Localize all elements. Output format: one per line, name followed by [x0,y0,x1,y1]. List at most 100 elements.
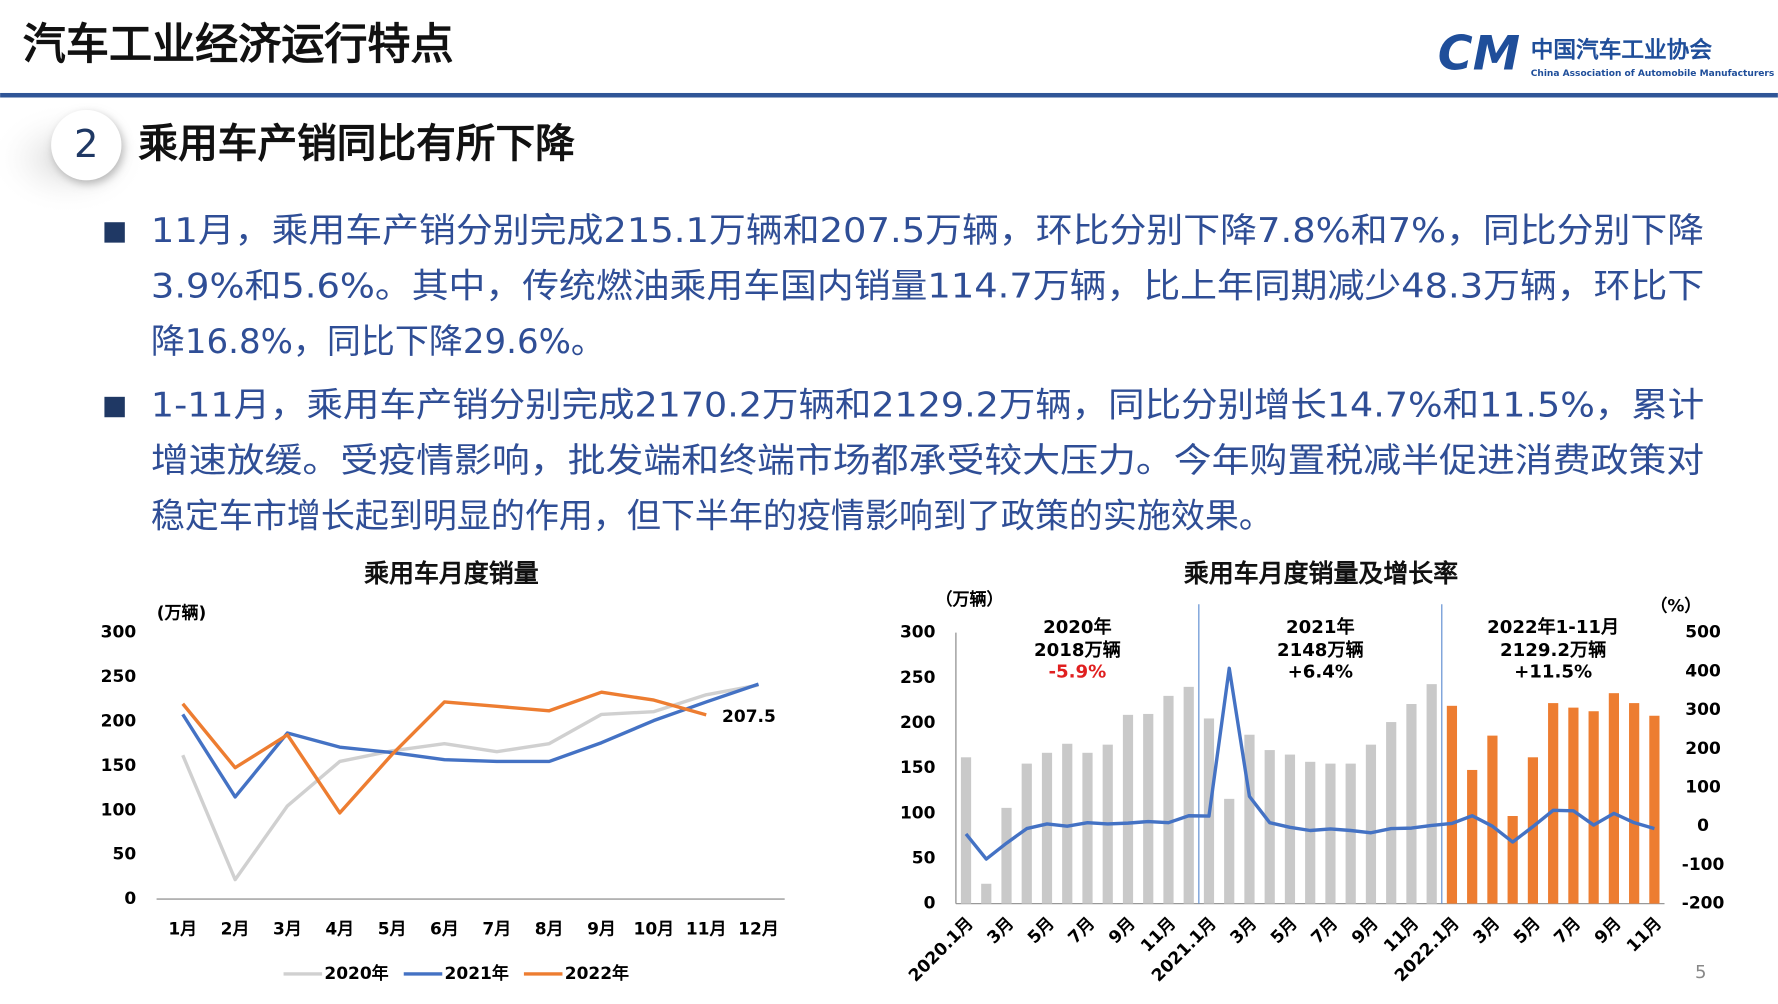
annotation-growth: -5.9% [1048,661,1106,682]
chart-title: 乘用车月度销量及增长率 [1184,559,1458,588]
bar [1122,714,1134,904]
legend-label: 2021年 [445,963,509,984]
annotation-title: 2022年1-11月 [1487,616,1619,638]
y-tick-label: 100 [900,803,936,823]
y-tick-label: 200 [101,711,137,731]
logo-en: China Association of Automobile Manufact… [1531,69,1775,79]
bar [1446,705,1458,904]
bar [1183,686,1194,904]
bar [1487,735,1498,904]
y-unit: (万辆) [157,602,207,623]
page-number: 5 [1695,962,1707,983]
bar [1608,693,1619,904]
bar [1143,713,1154,904]
bar [1507,816,1518,904]
bar [1244,734,1255,904]
y2-tick-label: 400 [1685,661,1721,681]
series-line [181,683,759,882]
bar [1305,761,1316,904]
bar [1527,757,1539,904]
x-tick-label: 5月 [378,920,407,940]
bar [1426,684,1437,904]
bullet-line: 降16.8%，同比下降29.6%。 [151,322,605,362]
bar [1325,763,1336,904]
y-tick-label: 0 [124,889,136,909]
bar [1649,715,1660,904]
y2-tick-label: 200 [1685,739,1721,759]
bar [1224,798,1235,904]
bar [1345,763,1356,904]
annotation-total: 2018万辆 [1034,639,1121,661]
y-tick-label: 250 [101,667,137,687]
bar [1467,769,1478,904]
y-tick-label: 300 [900,623,936,643]
x-tick-label: 12月 [738,920,779,940]
bar [960,757,972,904]
x-tick-label: 10月 [633,920,674,940]
bar [1284,754,1296,904]
y2-tick-label: -100 [1682,855,1725,875]
y-tick-label: 200 [900,713,936,733]
annotation-title: 2020年 [1043,616,1112,638]
header-rule [0,92,1778,98]
series-line [964,666,1655,861]
y2-tick-label: 500 [1685,623,1721,643]
bar [1548,703,1559,904]
bullets: 11月，乘用车产销分别完成215.1万辆和207.5万辆，环比分别下降7.8%和… [104,211,1704,537]
x-tick-label: 1月 [168,920,197,940]
y-tick-label: 150 [101,756,137,776]
x-tick-label: 6月 [430,920,459,940]
y2-unit: （%） [1650,596,1701,617]
bar [1568,707,1579,904]
annotation-total: 2129.2万辆 [1500,639,1606,661]
bar [1041,752,1053,904]
legend-label: 2022年 [565,963,629,984]
bullet-line: 3.9%和5.6%。其中，传统燃油乘用车国内销量114.7万辆，比上年同期减少4… [151,266,1704,306]
logo-mark: CM [1438,27,1520,82]
bar [1001,807,1012,904]
x-tick-label: 2月 [221,920,250,940]
y-tick-label: 50 [912,848,936,868]
x-tick-label: 4月 [325,920,354,940]
y2-tick-label: 300 [1685,700,1721,720]
header-title: 汽车工业经济运行特点 [23,20,454,70]
y-tick-label: 150 [900,758,936,778]
bullet-square [104,222,125,243]
bullet-line: 1-11月，乘用车产销分别完成2170.2万辆和2129.2万辆，同比分别增长1… [151,386,1704,426]
x-tick-label: 8月 [535,920,564,940]
annotation-growth: +6.4% [1288,661,1353,682]
y-tick-label: 50 [112,845,136,865]
section-number: 2 [74,122,99,167]
bullet-line: 稳定车市增长起到明显的作用，但下半年的疫情影响到了政策的实施效果。 [151,497,1273,537]
series-line [181,690,707,815]
bar [1406,704,1417,904]
x-tick-label: 3月 [273,920,302,940]
annotation-growth: +11.5% [1514,661,1592,682]
bullet-square [104,396,125,418]
bar [1264,750,1275,904]
y2-tick-label: 100 [1685,777,1721,797]
series-line [181,682,760,799]
bullet-line: 11月，乘用车产销分别完成215.1万辆和207.5万辆，环比分别下降7.8%和… [151,211,1704,251]
y2-tick-label: -200 [1682,894,1725,914]
bar [1163,695,1174,904]
chart-sales: 乘用车月度销量 (万辆) 0 50 100 150 200 250 300 1月 2月 3月 4月 5月 6… [101,559,785,984]
chart-title: 乘用车月度销量 [364,559,539,588]
section-badge [51,109,122,181]
annotation-title: 2021年 [1286,616,1355,638]
bar [981,883,992,904]
logo-cn: 中国汽车工业协会 [1531,37,1713,64]
y-tick-label: 300 [101,623,137,643]
y2-tick-label: 0 [1697,816,1709,836]
bar [1082,752,1093,904]
x-tick-label: 7月 [482,920,511,940]
x-tick-label: 9月 [587,920,616,940]
data-label: 207.5 [722,707,776,727]
section-title: 乘用车产销同比有所下降 [138,121,575,167]
bar [1386,722,1397,904]
bar [1021,763,1032,904]
legend-label: 2020年 [324,963,388,984]
